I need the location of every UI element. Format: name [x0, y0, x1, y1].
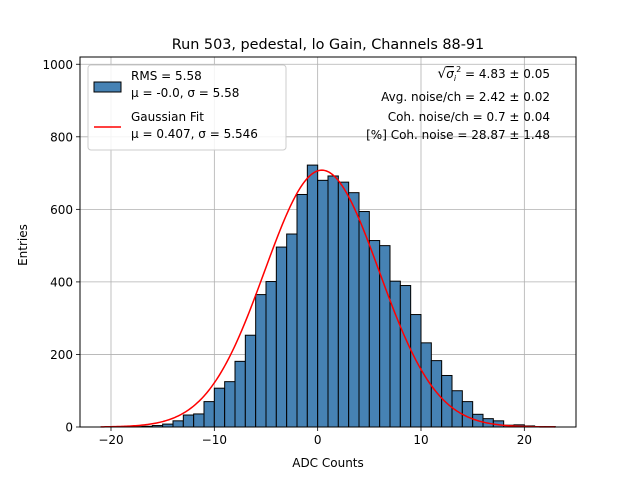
histogram-bar: [172, 420, 184, 428]
legend-label-rms: RMS = 5.58: [131, 69, 202, 83]
y-tick-label: 0: [65, 421, 73, 435]
histogram-bar: [358, 211, 370, 428]
histogram-bar: [337, 181, 350, 428]
annotation-sigma-symbol: σ: [446, 67, 454, 81]
legend-box: [87, 64, 287, 151]
legend-patch-histogram: [93, 81, 122, 93]
gaussian-fit-curve: [100, 169, 556, 428]
x-tick-label: −10: [202, 433, 227, 447]
annotation-sigma-sub: i: [454, 74, 457, 83]
fit-line: [100, 169, 556, 428]
annotation-sigma-sup: 2: [456, 65, 461, 74]
histogram-bar: [286, 233, 298, 428]
x-tick-label: 20: [517, 433, 532, 447]
x-axis-ticks: −20 −10 0 10 20: [98, 427, 532, 447]
annotation-avg-noise: Avg. noise/ch = 2.42 ± 0.02: [381, 90, 550, 104]
histogram-bar: [410, 314, 422, 428]
histogram-bar: [255, 294, 267, 428]
histogram-bar: [275, 246, 288, 428]
x-tick-label: 10: [413, 433, 428, 447]
legend-label-fit: Gaussian Fit: [131, 110, 204, 124]
x-tick-label: −20: [98, 433, 123, 447]
y-axis-label: Entries: [16, 224, 30, 266]
histogram-bar: [379, 245, 391, 428]
histogram-bar: [306, 164, 319, 428]
annotation-coh-noise: Coh. noise/ch = 0.7 ± 0.04: [388, 110, 550, 124]
histogram-bar: [420, 342, 432, 428]
histogram-bar: [182, 414, 195, 428]
plot-area: −20 −10 0 10 20 0 200 400 600 800 1000: [42, 56, 577, 447]
histogram-bar: [296, 193, 308, 428]
y-tick-label: 400: [50, 275, 73, 289]
histogram-bar: [244, 334, 257, 428]
y-tick-label: 1000: [42, 58, 73, 72]
histogram-bar: [193, 413, 205, 428]
annotation-sigma-value: = 4.83 ± 0.05: [461, 67, 550, 81]
legend: RMS = 5.58 μ = -0.0, σ = 5.58 Gaussian F…: [87, 64, 287, 151]
y-tick-label: 600: [50, 203, 73, 217]
legend-label-fit-stats: μ = 0.407, σ = 5.546: [131, 127, 258, 141]
histogram-bar: [327, 175, 339, 428]
histogram-bar: [399, 285, 412, 428]
histogram-bar: [234, 360, 246, 428]
legend-label-rms-stats: μ = -0.0, σ = 5.58: [131, 86, 239, 100]
histogram-bar: [348, 192, 360, 428]
histogram-bar: [203, 401, 215, 428]
chart-title: Run 503, pedestal, lo Gain, Channels 88-…: [172, 37, 484, 53]
annotation-coh-noise-percent: [%] Coh. noise = 28.87 ± 1.48: [366, 128, 550, 142]
x-tick-label: 0: [314, 433, 322, 447]
y-tick-label: 800: [50, 130, 73, 144]
x-axis-label: ADC Counts: [292, 456, 364, 470]
annotation-sigma: √σi2 = 4.83 ± 0.05: [437, 65, 550, 83]
y-axis-ticks: 0 200 400 600 800 1000: [42, 58, 80, 435]
histogram-bar: [213, 387, 226, 428]
annotation-sigma-sqrt: √: [437, 66, 446, 82]
histogram-bar: [430, 360, 443, 428]
plot-frame: [79, 56, 577, 428]
y-tick-label: 200: [50, 348, 73, 362]
histogram-bar: [224, 381, 236, 428]
histogram-bar: [265, 281, 277, 428]
noise-annotations: √σi2 = 4.83 ± 0.05 Avg. noise/ch = 2.42 …: [366, 65, 550, 142]
histogram-bar: [317, 179, 329, 428]
histogram-bar: [441, 374, 453, 428]
